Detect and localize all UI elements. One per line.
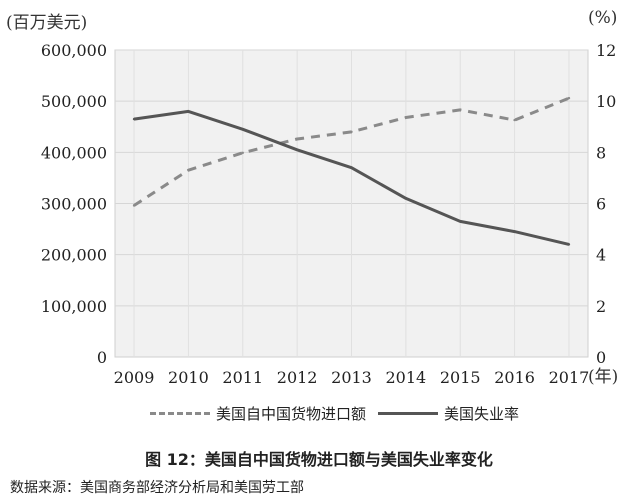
data-point-unemployment: [295, 148, 299, 151]
legend-item-imports: 美国自中国货物进口额: [150, 403, 366, 424]
left-tick-label: 500,000: [41, 92, 107, 111]
x-tick-label: 2013: [331, 368, 372, 387]
x-axis-unit: (年): [588, 367, 619, 387]
right-tick-label: 12: [596, 41, 616, 60]
data-point-imports: [567, 96, 571, 100]
left-tick-label: 100,000: [41, 297, 107, 316]
data-point-imports: [459, 108, 462, 112]
legend-item-unemployment: 美国失业率: [378, 403, 519, 424]
legend-swatch-solid: [378, 412, 438, 415]
left-tick-label: 300,000: [41, 195, 107, 214]
x-tick-label: 2010: [168, 368, 209, 387]
chart-area: 2009 2010 2011 2012 2013 2014 2015 2016 2017 010…: [41, 41, 617, 387]
legend-label-unemployment: 美国失业率: [444, 405, 520, 423]
right-tick-label: 2: [596, 297, 606, 316]
data-point-imports: [513, 118, 516, 122]
data-point-unemployment: [567, 243, 571, 246]
left-tick-label: 0: [97, 348, 107, 367]
left-tick-label: 200,000: [41, 246, 107, 265]
data-point-unemployment: [404, 197, 408, 200]
x-tick-label: 2016: [494, 368, 535, 387]
x-tick-label: 2015: [440, 368, 481, 387]
x-tick-label: 2009: [114, 368, 155, 387]
data-point-imports: [241, 151, 244, 155]
left-axis-unit: (百万美元): [6, 13, 88, 33]
x-tick-label: 2017: [549, 368, 590, 387]
data-point-unemployment: [513, 230, 516, 233]
data-point-unemployment: [187, 110, 190, 113]
data-point-unemployment: [459, 220, 462, 223]
legend-swatch-dashed: [150, 412, 210, 415]
right-axis-ticks: 0 2 4 6 8 10 12: [596, 41, 616, 367]
left-tick-label: 600,000: [41, 41, 107, 60]
data-point-imports: [404, 116, 408, 119]
right-tick-label: 0: [596, 348, 606, 367]
data-point-unemployment: [241, 128, 244, 131]
x-tick-label: 2012: [277, 368, 318, 387]
figure-caption: 图 12：美国自中国货物进口额与美国失业率变化: [145, 450, 493, 469]
left-axis-ticks: 0 100,000 200,000 300,000 400,000 500,000 600,…: [41, 41, 107, 367]
legend-label-imports: 美国自中国货物进口额: [216, 405, 367, 423]
data-point-imports: [132, 204, 136, 207]
data-source: 数据来源：美国商务部经济分析局和美国劳工部: [10, 480, 304, 496]
right-axis-unit: (%): [588, 8, 618, 28]
left-tick-label: 400,000: [41, 143, 107, 162]
x-tick-label: 2014: [386, 368, 427, 387]
right-tick-label: 4: [596, 246, 606, 265]
data-point-imports: [295, 137, 299, 141]
x-tick-label: 2011: [222, 368, 263, 387]
right-tick-label: 8: [596, 143, 606, 162]
data-point-imports: [350, 130, 353, 134]
data-point-unemployment: [350, 166, 353, 169]
gridlines: [115, 49, 588, 357]
series-layer: [132, 96, 571, 246]
data-point-unemployment: [132, 117, 136, 121]
legend: 美国自中国货物进口额 美国失业率: [0, 403, 638, 425]
right-tick-label: 6: [596, 195, 606, 214]
x-axis-ticks: 2009 2010 2011 2012 2013 2014 2015 2016 2017: [114, 368, 590, 387]
data-point-imports: [187, 169, 190, 172]
right-tick-label: 10: [596, 92, 616, 111]
